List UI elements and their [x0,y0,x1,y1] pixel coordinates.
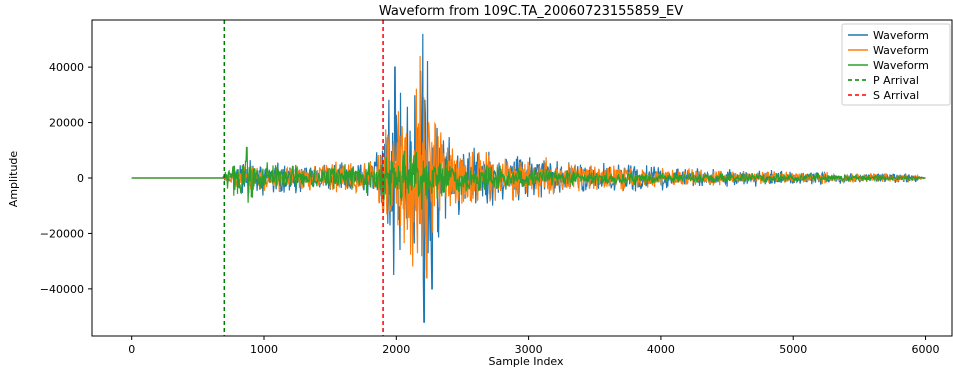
legend-label: Waveform [873,29,929,42]
x-tick-label: 6000 [912,343,940,356]
x-tick-label: 3000 [515,343,543,356]
y-tick-label: 40000 [49,61,84,74]
legend-label: S Arrival [873,89,919,102]
vline-layer [223,20,384,336]
legend-box [841,23,951,106]
x-tick-label: 1000 [250,343,278,356]
y-axis: 40000 20000 0 −20000 −40000 [40,61,92,296]
x-axis-label: Sample Index [488,355,564,368]
x-tick-label: 2000 [382,343,410,356]
y-tick-label: 0 [77,172,84,185]
chart-title: Waveform from 109C.TA_20060723155859_EV [379,4,683,19]
legend: Waveform Waveform Waveform P Arrival S Arriv… [841,23,951,106]
legend-label: P Arrival [873,74,919,87]
x-tick-label: 5000 [779,343,807,356]
y-axis-label: Amplitude [7,151,20,208]
y-tick-label: −20000 [40,227,84,240]
series-line-3 [131,146,926,210]
legend-label: Waveform [873,44,929,57]
y-tick-label: −40000 [40,283,84,296]
series-layer [131,33,926,323]
x-axis: 0 1000 2000 3000 4000 5000 6000 [128,336,940,356]
plot-area [91,19,953,337]
y-tick-label: 20000 [49,117,84,130]
x-tick-label: 4000 [647,343,675,356]
legend-label: Waveform [873,59,929,72]
x-tick-label: 0 [128,343,135,356]
